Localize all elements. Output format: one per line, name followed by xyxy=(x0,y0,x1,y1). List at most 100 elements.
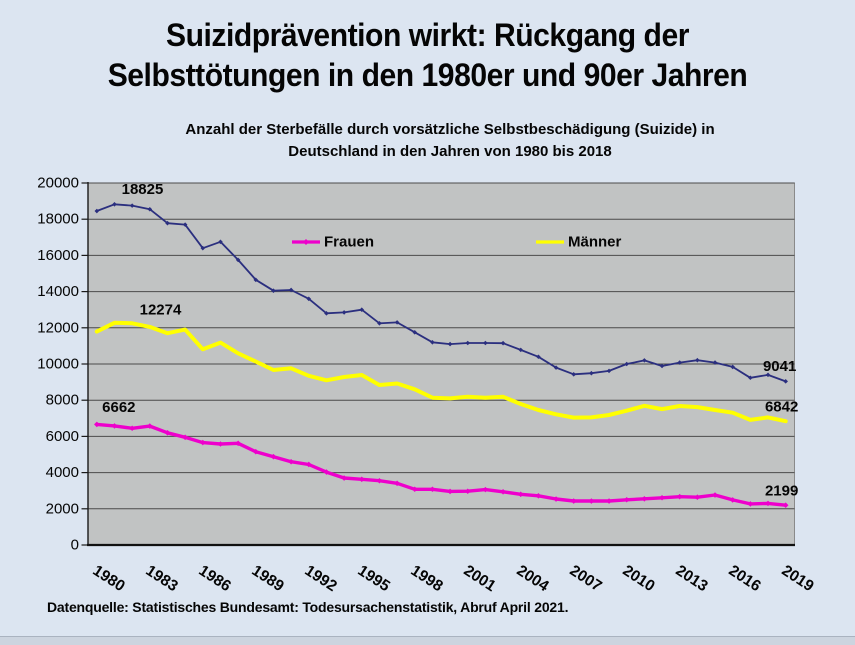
y-axis-labels: 0 2000 4000 6000 8000 10000 12000 14000 16000 180… xyxy=(37,175,79,554)
data-label: 6842 xyxy=(765,399,798,416)
data-point-marker xyxy=(164,429,171,436)
data-point-marker xyxy=(165,220,170,226)
data-point-marker xyxy=(129,203,135,208)
x-axis-label: 2004 xyxy=(514,562,552,595)
x-axis-label: 1989 xyxy=(249,562,287,595)
data-point-marker xyxy=(694,494,701,501)
data-point-marker xyxy=(323,469,330,475)
data-label: 6662 xyxy=(102,399,135,416)
data-label: 9041 xyxy=(763,358,796,375)
data-point-marker xyxy=(517,491,524,498)
data-point-marker xyxy=(676,493,683,500)
legend-item-männer: Männer xyxy=(536,234,622,251)
data-point-marker xyxy=(464,488,471,495)
data-point-marker xyxy=(235,440,241,447)
data-label: 18825 xyxy=(122,181,164,198)
data-point-marker xyxy=(536,354,541,360)
y-axis-label: 6000 xyxy=(46,428,79,445)
x-axis-label: 1995 xyxy=(355,562,393,595)
data-point-marker xyxy=(111,423,118,429)
data-point-marker xyxy=(341,475,347,481)
data-point-marker xyxy=(748,375,753,381)
data-point-marker xyxy=(589,370,594,376)
data-point-marker xyxy=(306,296,312,302)
data-point-marker xyxy=(712,492,718,498)
x-axis-label: 1986 xyxy=(196,562,234,595)
legend-label: Frauen xyxy=(324,234,374,251)
legend-marker xyxy=(303,239,309,245)
data-point-marker xyxy=(465,340,471,346)
data-point-marker xyxy=(430,339,435,345)
y-axis-label: 12000 xyxy=(37,319,79,336)
data-point-marker xyxy=(94,208,100,214)
x-axis-label: 2007 xyxy=(567,562,605,595)
data-point-marker xyxy=(571,372,577,377)
data-point-marker xyxy=(200,245,206,251)
y-axis-label: 8000 xyxy=(46,392,79,409)
series-line-frauen xyxy=(94,421,789,508)
chart-title-line1: Suizidprävention wirkt: Rückgang der xyxy=(166,17,689,53)
data-point-marker xyxy=(783,379,788,384)
data-point-marker xyxy=(712,360,718,365)
data-point-marker xyxy=(500,340,506,346)
x-axis-labels: 1980 1983 1986 1989 1992 1995 1998 2001 2004 2007… xyxy=(90,562,817,595)
x-axis-label: 2010 xyxy=(620,562,658,595)
legend-label: Männer xyxy=(568,234,622,251)
data-point-marker xyxy=(429,486,436,493)
data-point-marker xyxy=(394,480,400,487)
x-axis-label: 1998 xyxy=(408,562,446,595)
gridlines xyxy=(81,182,795,546)
data-point-marker xyxy=(182,434,188,441)
y-axis-label: 2000 xyxy=(46,500,79,517)
series-path xyxy=(95,203,787,383)
y-axis-label: 0 xyxy=(71,537,79,554)
data-point-marker xyxy=(659,363,665,369)
legend-item-frauen: Frauen xyxy=(292,234,374,251)
series-line-gesamt xyxy=(94,201,788,384)
chart-subtitle-line1: Anzahl der Sterbefälle durch vorsätzlich… xyxy=(185,121,715,138)
data-point-marker xyxy=(147,423,153,429)
x-axis-label: 1992 xyxy=(302,562,340,595)
data-labels: 18825 12274 6662 9041 6842 2199 xyxy=(102,181,798,500)
data-label: 12274 xyxy=(140,301,182,318)
data-point-marker xyxy=(341,310,347,315)
data-point-marker xyxy=(483,340,488,346)
y-axis-label: 4000 xyxy=(46,464,79,481)
data-point-marker xyxy=(570,498,577,504)
data-point-marker xyxy=(182,222,188,227)
data-point-marker xyxy=(271,288,276,293)
data-source-note: Datenquelle: Statistisches Bundesamt: To… xyxy=(47,599,569,615)
data-point-marker xyxy=(677,360,682,365)
data-point-marker xyxy=(200,439,206,446)
chart-subtitle: Anzahl der Sterbefälle durch vorsätzlich… xyxy=(45,119,855,163)
window-bottom-edge xyxy=(0,636,855,645)
data-point-marker xyxy=(235,257,241,263)
data-point-marker xyxy=(623,496,630,503)
data-point-marker xyxy=(482,486,489,493)
data-point-marker xyxy=(358,476,365,483)
y-axis-label: 18000 xyxy=(37,211,79,228)
series-path xyxy=(95,422,788,507)
data-point-marker xyxy=(729,497,736,503)
chart-title: Suizidprävention wirkt: Rückgang der Sel… xyxy=(26,15,830,95)
x-axis-label: 2016 xyxy=(726,562,764,595)
data-point-marker xyxy=(500,488,506,495)
data-point-marker xyxy=(606,498,612,504)
y-axis-label: 10000 xyxy=(37,356,79,373)
y-axis-label: 20000 xyxy=(37,175,79,192)
data-point-marker xyxy=(447,488,453,495)
data-point-marker xyxy=(765,372,771,378)
x-axis-label: 2001 xyxy=(461,562,499,595)
data-point-marker xyxy=(324,311,329,316)
data-point-marker xyxy=(218,239,223,245)
data-point-marker xyxy=(695,357,700,363)
data-point-marker xyxy=(782,502,789,508)
data-point-marker xyxy=(288,287,294,293)
legend: Frauen Männer xyxy=(292,234,622,251)
data-point-marker xyxy=(129,425,135,432)
data-point-marker xyxy=(94,421,100,428)
data-point-marker xyxy=(535,492,542,499)
data-point-marker xyxy=(588,498,595,504)
data-point-marker xyxy=(394,320,400,325)
